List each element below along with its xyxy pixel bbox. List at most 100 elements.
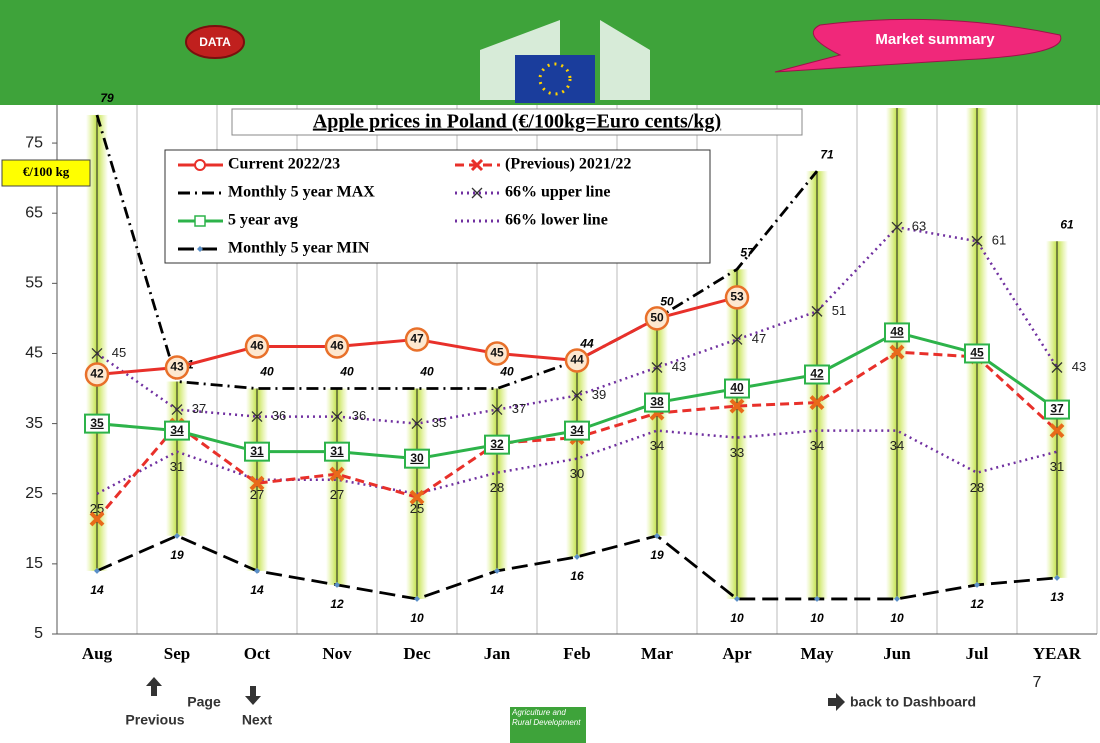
point <box>89 511 105 527</box>
data-label: 32 <box>490 437 504 451</box>
y-tick-label: 25 <box>25 485 43 502</box>
x-tick-label: YEAR <box>1033 644 1082 663</box>
point <box>809 395 825 410</box>
data-label: 40 <box>499 365 514 379</box>
data-label: 27 <box>250 487 264 502</box>
point <box>244 441 270 462</box>
x-tick-label: Sep <box>164 644 190 663</box>
dashboard-arrow[interactable] <box>828 693 845 711</box>
point <box>331 411 343 423</box>
eu-building <box>480 20 650 103</box>
data-label: 57 <box>740 245 755 259</box>
data-label: 12 <box>970 597 984 611</box>
data-label: 28 <box>490 480 504 495</box>
point <box>644 392 670 413</box>
next-label[interactable]: Next <box>242 712 273 728</box>
data-label: 34 <box>890 438 904 453</box>
data-label: 31 <box>330 444 344 458</box>
data-label: 71 <box>820 147 834 161</box>
next-arrow[interactable] <box>245 686 261 705</box>
legend-marker <box>197 246 203 252</box>
point <box>731 333 743 345</box>
data-label: 63 <box>912 219 926 234</box>
data-label: 47 <box>410 332 424 346</box>
dashboard-label[interactable]: back to Dashboard <box>850 694 976 710</box>
point <box>811 305 823 317</box>
data-label: 19 <box>650 548 664 562</box>
data-label: 50 <box>650 311 664 325</box>
y-tick-label: 75 <box>25 134 43 151</box>
point <box>411 418 423 430</box>
previous-label[interactable]: Previous <box>125 712 184 728</box>
data-label: 36 <box>272 408 286 423</box>
point <box>484 434 510 455</box>
line <box>96 429 1058 495</box>
data-label: 53 <box>730 290 744 304</box>
data-label: 79 <box>100 91 114 105</box>
point <box>164 355 190 380</box>
legend <box>164 149 711 264</box>
data-button[interactable] <box>185 25 245 59</box>
data-label: 39 <box>592 387 606 402</box>
point <box>84 362 110 387</box>
data-label: 45 <box>112 345 126 360</box>
data-label: 45 <box>490 346 504 360</box>
series: 35 34 31 31 30 32 34 38 40 42 48 45 37 <box>84 322 1070 469</box>
series: 45 37 36 36 35 37 39 43 47 51 63 61 43 <box>91 219 1086 430</box>
x-tick-label: Mar <box>641 644 674 663</box>
data-label: 10 <box>890 611 904 625</box>
summary-button[interactable] <box>774 18 1062 73</box>
data-label: 31 <box>170 459 184 474</box>
data-label: 12 <box>330 597 344 611</box>
point <box>564 420 590 441</box>
point <box>889 344 905 360</box>
point <box>91 348 103 359</box>
point <box>491 404 503 416</box>
data-label: 31 <box>1050 459 1064 474</box>
data-label: 33 <box>730 445 744 460</box>
series: 42 43 46 46 47 45 44 50 53 <box>84 285 750 387</box>
point <box>724 285 750 310</box>
point <box>729 398 745 414</box>
data-label: 16 <box>570 569 584 583</box>
page-number: 7 <box>1033 674 1042 691</box>
point <box>324 334 350 359</box>
data-label: 14 <box>90 583 104 597</box>
data-label: 27 <box>330 487 344 502</box>
point <box>724 378 750 399</box>
data-label: 40 <box>419 365 434 379</box>
point <box>409 489 425 505</box>
title-box <box>231 108 803 136</box>
x-tick-label: Oct <box>244 644 271 663</box>
data-label: 35 <box>432 415 446 430</box>
series-line <box>96 429 1058 495</box>
point <box>324 441 350 462</box>
point <box>974 581 980 588</box>
page-label: Page <box>187 694 221 710</box>
x-tick-label: May <box>800 644 834 663</box>
summary-button-label[interactable]: Market summary <box>875 31 995 48</box>
data-label: 61 <box>1060 217 1074 231</box>
point <box>171 404 183 416</box>
point <box>644 306 670 331</box>
data-button-label[interactable]: DATA <box>199 35 231 49</box>
data-label: 30 <box>410 451 424 465</box>
point <box>651 362 663 373</box>
point <box>174 532 180 539</box>
point <box>574 553 580 560</box>
point <box>404 327 430 352</box>
point <box>164 420 190 441</box>
data-label: 31 <box>250 444 264 458</box>
data-label: 10 <box>410 611 424 625</box>
logo-box <box>510 707 586 743</box>
x-tick-label: Feb <box>563 644 590 663</box>
chart-title: Apple prices in Poland (€/100kg=Euro cen… <box>313 111 721 133</box>
data-label: 30 <box>570 466 584 481</box>
legend-marker <box>471 187 483 199</box>
point <box>414 595 420 602</box>
data-label: 19 <box>170 548 184 562</box>
point <box>564 348 590 373</box>
previous-arrow[interactable] <box>146 677 162 696</box>
y-tick-label: 45 <box>25 345 43 362</box>
